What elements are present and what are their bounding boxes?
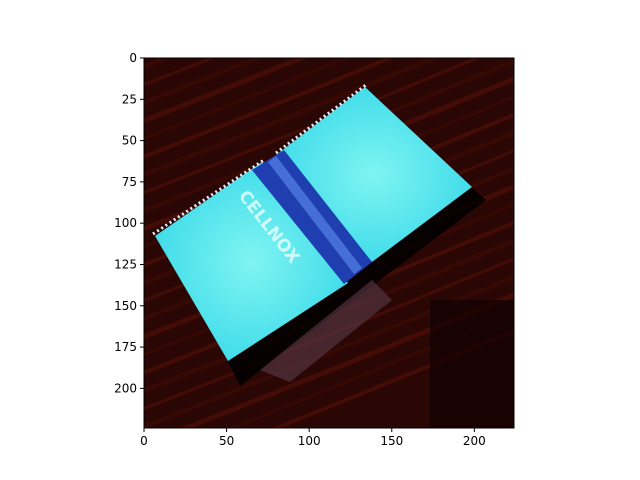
notebook-lower-reflection: [260, 280, 392, 382]
axes-frame: [143, 57, 515, 429]
x-tick-label: 0: [140, 434, 148, 448]
y-tick-label: 200: [114, 381, 137, 395]
y-tick-label: 50: [122, 134, 137, 148]
wood-grain-line: [144, 58, 309, 124]
y-tick-label: 150: [114, 299, 137, 313]
y-tick-label: 125: [114, 257, 137, 271]
wood-grain-line: [120, 0, 540, 40]
y-axis: 0 25 50 75 100 125 150 175 200: [114, 51, 144, 395]
x-tick-label: 200: [463, 434, 486, 448]
notebook-spine-highlight: [268, 156, 362, 274]
wood-grain-line: [144, 58, 263, 105]
notebook-left-cover: [155, 162, 348, 361]
y-tick-label: 100: [114, 216, 137, 230]
wood-grain-line: [120, 0, 540, 58]
wood-grain-line: [144, 58, 482, 195]
wood-grain-line: [144, 58, 396, 159]
x-tick-label: 150: [380, 434, 403, 448]
image-dark-corner: [430, 300, 514, 428]
y-tick-label: 75: [122, 175, 137, 189]
plot-area: CELLNOX: [120, 0, 540, 428]
x-tick-label: 50: [219, 434, 234, 448]
spiral-binding-right: [275, 83, 367, 155]
wood-grain-line: [144, 58, 216, 87]
y-tick-label: 0: [129, 51, 137, 65]
wood-grain-line: [144, 58, 350, 141]
notebook-right-cover: [276, 87, 472, 262]
y-tick-label: 25: [122, 92, 137, 106]
x-axis: 0 50 100 150 200: [140, 428, 486, 448]
y-tick-label: 175: [114, 340, 137, 354]
spiral-binding-left: [152, 158, 265, 236]
x-tick-label: 100: [298, 434, 321, 448]
wood-grain-line: [144, 58, 441, 178]
